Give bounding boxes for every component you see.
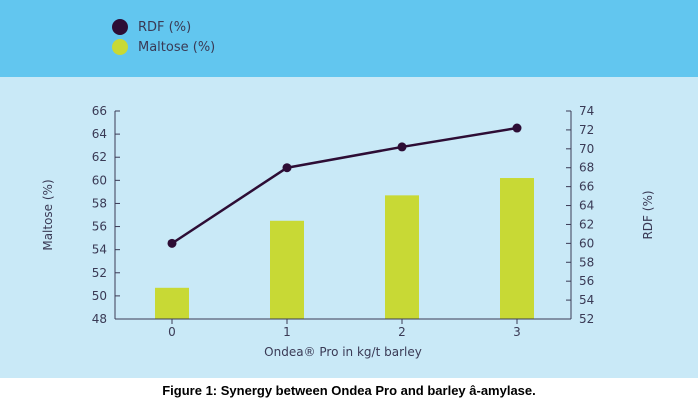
x-tick-label-2: 2 [398, 325, 406, 339]
right-tick-label-54: 54 [579, 293, 594, 307]
legend-item-maltose: Maltose (%) [112, 38, 215, 56]
left-tick-label-60: 60 [92, 173, 107, 187]
left-tick-label-54: 54 [92, 243, 107, 257]
left-tick-label-58: 58 [92, 196, 107, 210]
x-tick-label-0: 0 [168, 325, 176, 339]
figure-caption: Figure 1: Synergy between Ondea Pro and … [162, 383, 536, 398]
legend-label-maltose: Maltose (%) [138, 39, 216, 55]
legend-item-rdf: RDF (%) [112, 18, 191, 36]
rdf-point-1 [282, 163, 292, 173]
right-tick-label-66: 66 [579, 180, 594, 194]
right-tick-label-74: 74 [579, 104, 594, 118]
left-tick-label-52: 52 [92, 266, 107, 280]
left-tick-label-66: 66 [92, 104, 107, 118]
bar-maltose-1 [270, 220, 304, 319]
left-tick-label-64: 64 [92, 127, 107, 141]
bar-maltose-2 [385, 195, 419, 319]
x-tick-label-1: 1 [283, 325, 291, 339]
right-tick-label-64: 64 [579, 199, 594, 213]
right-tick-label-62: 62 [579, 217, 594, 231]
rdf-point-2 [397, 142, 407, 152]
right-tick-label-52: 52 [579, 312, 594, 326]
rdf-line [171, 126, 518, 245]
bar-maltose-3 [500, 178, 534, 319]
right-tick-label-68: 68 [579, 161, 594, 175]
right-tick-label-72: 72 [579, 123, 594, 137]
left-tick-label-56: 56 [92, 220, 107, 234]
right-tick-label-70: 70 [579, 142, 594, 156]
rdf-point-3 [512, 123, 522, 133]
legend-swatch-maltose [112, 39, 128, 55]
right-tick-label-56: 56 [579, 274, 594, 288]
x-axis-title: Ondea® Pro in kg/t barley [264, 345, 422, 359]
legend-swatch-rdf [112, 19, 128, 35]
right-tick-label-60: 60 [579, 236, 594, 250]
right-axis-title: RDF (%) [641, 190, 655, 239]
left-axis-title: Maltose (%) [41, 179, 55, 250]
legend-label-rdf: RDF (%) [138, 19, 192, 35]
legend-band: RDF (%) Maltose (%) [0, 0, 698, 77]
bar-maltose-0 [155, 287, 189, 319]
left-tick-label-50: 50 [92, 289, 107, 303]
right-tick-label-58: 58 [579, 255, 594, 269]
left-tick-label-62: 62 [92, 150, 107, 164]
left-tick-label-48: 48 [92, 312, 107, 326]
x-tick-label-3: 3 [513, 325, 521, 339]
plot-band [0, 77, 698, 378]
rdf-point-0 [167, 238, 177, 248]
